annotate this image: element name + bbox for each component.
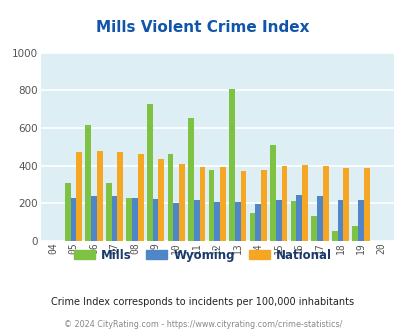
Bar: [179, 164, 184, 241]
Bar: [228, 89, 234, 241]
Bar: [240, 171, 246, 241]
Bar: [270, 145, 275, 241]
Bar: [138, 154, 143, 241]
Bar: [316, 196, 322, 241]
Bar: [117, 152, 123, 241]
Bar: [188, 118, 193, 241]
Bar: [85, 125, 91, 241]
Legend: Mills, Wyoming, National: Mills, Wyoming, National: [69, 244, 336, 266]
Bar: [357, 200, 363, 241]
Bar: [249, 213, 255, 241]
Bar: [322, 166, 328, 241]
Bar: [260, 170, 266, 241]
Bar: [193, 200, 199, 241]
Bar: [331, 231, 337, 241]
Bar: [97, 151, 102, 241]
Bar: [147, 104, 152, 241]
Bar: [255, 204, 260, 241]
Bar: [337, 200, 343, 241]
Bar: [158, 159, 164, 241]
Bar: [208, 170, 214, 241]
Bar: [152, 199, 158, 241]
Bar: [70, 198, 76, 241]
Bar: [65, 182, 70, 241]
Bar: [281, 166, 287, 241]
Bar: [167, 154, 173, 241]
Bar: [220, 167, 225, 241]
Bar: [275, 200, 281, 241]
Bar: [234, 202, 240, 241]
Bar: [111, 196, 117, 241]
Bar: [132, 198, 138, 241]
Bar: [126, 198, 132, 241]
Text: Mills Violent Crime Index: Mills Violent Crime Index: [96, 20, 309, 35]
Bar: [352, 226, 357, 241]
Text: © 2024 CityRating.com - https://www.cityrating.com/crime-statistics/: © 2024 CityRating.com - https://www.city…: [64, 319, 341, 329]
Bar: [363, 169, 369, 241]
Bar: [290, 201, 296, 241]
Bar: [91, 196, 97, 241]
Bar: [301, 165, 307, 241]
Bar: [296, 195, 301, 241]
Bar: [214, 202, 220, 241]
Bar: [311, 216, 316, 241]
Bar: [343, 169, 348, 241]
Text: Crime Index corresponds to incidents per 100,000 inhabitants: Crime Index corresponds to incidents per…: [51, 297, 354, 307]
Bar: [76, 152, 82, 241]
Bar: [106, 182, 111, 241]
Bar: [199, 167, 205, 241]
Bar: [173, 203, 179, 241]
